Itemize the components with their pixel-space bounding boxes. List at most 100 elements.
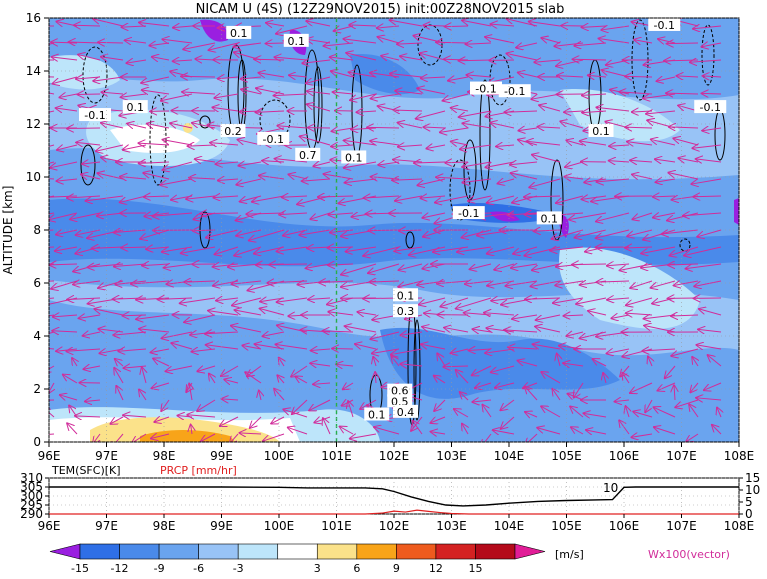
main-x-tick-label: 102E bbox=[379, 449, 410, 463]
contour-label: -0.1 bbox=[654, 19, 675, 32]
contour-label: 0.1 bbox=[541, 212, 559, 225]
contour-label: -0.1 bbox=[475, 83, 496, 96]
wind-vector bbox=[667, 43, 698, 44]
chart-title: NICAM U (4S) (12Z29NOV2015) init:00Z28NO… bbox=[196, 2, 565, 17]
colorbar-swatch bbox=[436, 544, 476, 559]
wind-vector bbox=[193, 230, 215, 231]
contour-label: -0.1 bbox=[458, 207, 479, 220]
wind-vector bbox=[269, 264, 307, 265]
contour-label: 0.1 bbox=[592, 125, 610, 138]
wind-vector bbox=[445, 26, 468, 27]
sub-x-tick-label: 97E bbox=[95, 519, 118, 533]
sub-x-tick-label: 106E bbox=[609, 519, 640, 533]
colorbar-tick-label: -3 bbox=[233, 562, 244, 575]
colorbar-swatch bbox=[80, 544, 120, 559]
colorbar-swatch bbox=[199, 544, 239, 559]
sub-y-right-tick-label: 5 bbox=[745, 495, 753, 509]
colorbar-swatch bbox=[120, 544, 160, 559]
colorbar-swatch bbox=[475, 544, 515, 559]
colorbar-tick-label: -12 bbox=[111, 562, 129, 575]
sub-y-tick-label: 310 bbox=[20, 471, 43, 485]
sub-x-tick-label: 100E bbox=[264, 519, 295, 533]
sub-x-tick-label: 101E bbox=[321, 519, 352, 533]
contour-label: -0.1 bbox=[504, 85, 525, 98]
contour-label: -0.1 bbox=[84, 109, 105, 122]
main-x-tick-label: 108E bbox=[724, 449, 755, 463]
sub-left-label: TEM(SFC)[K] bbox=[51, 464, 121, 477]
main-x-tick-label: 98E bbox=[153, 449, 176, 463]
contour-label: 0.7 bbox=[299, 149, 317, 162]
vector-label: Wx100(vector) bbox=[648, 548, 730, 561]
contour-label: -0.1 bbox=[263, 133, 284, 146]
colorbar-tick-label: 3 bbox=[314, 562, 321, 575]
colorbar-tick-label: 6 bbox=[353, 562, 360, 575]
contour-label: 0.1 bbox=[397, 289, 415, 302]
main-x-tick-label: 105E bbox=[551, 449, 582, 463]
colorbar-tick-label: 12 bbox=[429, 562, 443, 575]
colorbar-tick-label: 9 bbox=[393, 562, 400, 575]
contour-label: 0.1 bbox=[127, 101, 145, 114]
colorbar-tick-label: -15 bbox=[71, 562, 89, 575]
sub-annotations: 10 bbox=[603, 481, 618, 495]
sub-x-tick-label: 105E bbox=[551, 519, 582, 533]
main-x-tick-label: 101E bbox=[321, 449, 352, 463]
main-y-tick-label: 16 bbox=[26, 11, 41, 25]
sub-annotation: 10 bbox=[603, 481, 618, 495]
wind-vector bbox=[98, 42, 123, 43]
wind-vector bbox=[702, 93, 721, 94]
sub-x-tick-label: 102E bbox=[379, 519, 410, 533]
colorbar-tick-label: -9 bbox=[154, 562, 165, 575]
contour-label: 0.4 bbox=[397, 406, 415, 419]
main-y-tick-label: 10 bbox=[26, 170, 41, 184]
sub-y-right-tick-label: 15 bbox=[745, 471, 760, 485]
heatmap-field: 0.1 0.1 -0.1 -0.1 -0.1 -0.1 -0.1 0.1 0.2 -0.1 0.1 0… bbox=[17, 18, 739, 449]
contour-label: 0.1 bbox=[368, 409, 386, 422]
colorbar-swatch bbox=[50, 544, 80, 559]
wind-vector bbox=[625, 76, 652, 77]
main-y-tick-label: 6 bbox=[33, 276, 41, 290]
colorbar-swatch bbox=[238, 544, 278, 559]
sub-x-tick-label: 108E bbox=[724, 519, 755, 533]
main-y-tick-label: 2 bbox=[33, 382, 41, 396]
colorbar-swatch bbox=[159, 544, 199, 559]
main-x-tick-label: 104E bbox=[494, 449, 525, 463]
wind-vector bbox=[67, 128, 100, 129]
wind-vector bbox=[367, 127, 399, 128]
colorbar-swatch bbox=[357, 544, 397, 559]
main-y-tick-label: 14 bbox=[26, 64, 41, 78]
main-x-tick-label: 107E bbox=[666, 449, 697, 463]
contour-label: 0.3 bbox=[397, 305, 415, 318]
wind-vector bbox=[459, 60, 491, 61]
main-y-tick-label: 0 bbox=[33, 435, 41, 449]
contour-label: -0.1 bbox=[700, 101, 721, 114]
colorbar-swatch bbox=[278, 544, 318, 559]
contour-label: 0.1 bbox=[230, 27, 248, 40]
contour-label: 0.2 bbox=[224, 125, 242, 138]
colorbar-unit: [m/s] bbox=[555, 548, 584, 561]
sub-x-tick-label: 99E bbox=[210, 519, 233, 533]
sub-right-label: PRCP [mm/hr] bbox=[160, 464, 237, 477]
sub-x-tick-label: 104E bbox=[494, 519, 525, 533]
main-x-tick-label: 103E bbox=[436, 449, 467, 463]
wind-vector bbox=[17, 247, 54, 249]
main-x-tick-label: 96E bbox=[38, 449, 61, 463]
colorbar-swatch bbox=[317, 544, 357, 559]
main-x-tick-label: 97E bbox=[95, 449, 118, 463]
colorbar-swatch bbox=[396, 544, 436, 559]
sub-y-right-tick-label: 10 bbox=[745, 483, 760, 497]
main-x-tick-label: 106E bbox=[609, 449, 640, 463]
main-y-tick-label: 12 bbox=[26, 117, 41, 131]
wind-vector bbox=[181, 76, 215, 77]
sub-x-tick-label: 98E bbox=[153, 519, 176, 533]
sub-x-tick-label: 103E bbox=[436, 519, 467, 533]
main-x-tick-label: 100E bbox=[264, 449, 295, 463]
main-y-label: ALTITUDE [km] bbox=[1, 186, 15, 275]
colorbar-tick-label: -6 bbox=[193, 562, 204, 575]
